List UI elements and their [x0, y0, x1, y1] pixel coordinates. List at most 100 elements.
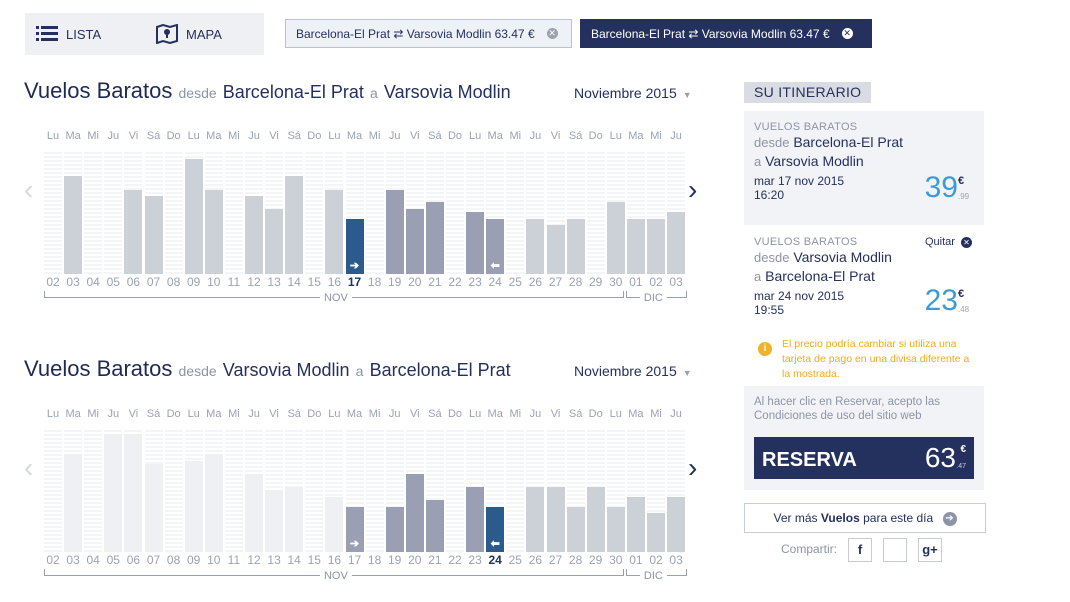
price-bar[interactable]: [586, 487, 605, 552]
facebook-share-button[interactable]: f: [848, 538, 872, 562]
price-bar[interactable]: [626, 497, 645, 552]
day-name: Mi: [87, 130, 99, 142]
price-bar[interactable]: [385, 507, 404, 552]
day-name: Ju: [107, 130, 120, 142]
price-bar[interactable]: [184, 159, 203, 274]
close-icon[interactable]: ✕: [546, 28, 558, 39]
month-select[interactable]: Noviembre 2015 ▼: [574, 363, 692, 379]
price-bar[interactable]: [405, 474, 424, 552]
price-bar[interactable]: [124, 190, 143, 274]
price-bar[interactable]: [425, 202, 444, 274]
prev-arrow-icon[interactable]: ‹: [24, 452, 34, 483]
price-bar[interactable]: [144, 464, 163, 552]
price-bar[interactable]: [64, 176, 83, 274]
price-bar[interactable]: [104, 434, 123, 552]
price-bar[interactable]: [184, 461, 203, 552]
price-bar[interactable]: [466, 487, 485, 552]
price-bar[interactable]: [265, 209, 284, 274]
date-number: 28: [568, 275, 583, 289]
day-name: Sá: [428, 408, 442, 420]
empty-day-slot: [305, 430, 324, 552]
price-bar[interactable]: [144, 196, 163, 274]
price-bar[interactable]: [667, 212, 686, 274]
route-to: a Varsovia Modlin: [754, 152, 974, 171]
route-chip-active[interactable]: Barcelona-El Prat ⇄ Varsovia Modlin 63.4…: [580, 19, 872, 48]
day-name: Lu: [609, 130, 622, 142]
day-name: Mi: [650, 408, 662, 420]
date-number: 12: [247, 275, 261, 289]
reserve-button[interactable]: RESERVA 63 € .47: [754, 437, 974, 479]
price-bar[interactable]: [466, 212, 485, 274]
destination-label: Varsovia Modlin: [765, 153, 864, 169]
price-bar[interactable]: [647, 513, 665, 552]
price-bar[interactable]: [265, 490, 284, 552]
price-bar[interactable]: [245, 474, 263, 552]
map-view-tab[interactable]: MAPA: [156, 13, 222, 55]
price-integer: 23: [924, 284, 958, 317]
date-number: 19: [388, 553, 402, 567]
remove-label: Quitar: [924, 236, 955, 248]
price-bar[interactable]: [626, 219, 645, 274]
price-bar[interactable]: [566, 219, 585, 274]
list-view-tab[interactable]: LISTA: [36, 13, 101, 55]
route-chip-inactive[interactable]: Barcelona-El Prat ⇄ Varsovia Modlin 63.4…: [285, 19, 572, 48]
reserve-price: 63: [924, 442, 956, 473]
origin-label: Barcelona-El Prat: [222, 82, 364, 102]
empty-day-slot: [44, 430, 62, 552]
price-bar[interactable]: [245, 196, 263, 274]
price-bar[interactable]: [385, 190, 404, 274]
price-bar[interactable]: [325, 497, 344, 552]
price-bar[interactable]: [405, 209, 424, 274]
price-bar[interactable]: [526, 219, 545, 274]
destination-label: Barcelona-El Prat: [369, 360, 511, 380]
price-warning: i El precio podría cambiar si utiliza un…: [744, 330, 984, 386]
day-name: Lu: [46, 408, 60, 420]
price-bar[interactable]: [285, 176, 304, 274]
day-name: Sá: [568, 408, 583, 420]
date-number: 11: [227, 553, 241, 567]
remove-flight-button[interactable]: Quitar ✕: [925, 236, 972, 248]
day-name: Vi: [410, 408, 420, 420]
price-bar[interactable]: [325, 190, 344, 274]
day-name: Do: [588, 130, 603, 142]
price-bar[interactable]: [285, 487, 304, 552]
close-icon[interactable]: ✕: [841, 28, 853, 39]
price-bar[interactable]: [64, 454, 83, 552]
price-bar[interactable]: [566, 507, 585, 552]
month-select[interactable]: Noviembre 2015 ▼: [574, 85, 692, 101]
day-name: Mi: [368, 408, 381, 420]
price-bar[interactable]: [124, 434, 143, 552]
origin-label: Varsovia Modlin: [793, 249, 892, 265]
prev-arrow-icon[interactable]: ‹: [24, 174, 34, 205]
price-bar[interactable]: [606, 202, 625, 274]
price-bar[interactable]: [606, 507, 625, 552]
google-plus-share-button[interactable]: g+: [918, 538, 942, 562]
price-bar[interactable]: ➔: [345, 219, 364, 274]
next-arrow-icon[interactable]: ›: [688, 174, 698, 205]
origin-label: Varsovia Modlin: [222, 360, 350, 380]
price-bar[interactable]: [546, 487, 565, 552]
price-bar[interactable]: [204, 454, 223, 552]
date-number: 18: [367, 275, 382, 289]
date-number: 01: [629, 553, 643, 567]
next-arrow-icon[interactable]: ›: [688, 452, 698, 483]
day-name: Mi: [228, 130, 240, 142]
price-currency: €: [958, 288, 965, 300]
price-bar[interactable]: [425, 500, 444, 552]
day-name: Ma: [206, 130, 222, 142]
day-name: Ma: [487, 408, 503, 420]
price-bar[interactable]: [546, 225, 565, 274]
price-bar[interactable]: [647, 219, 665, 274]
price-bar[interactable]: [204, 190, 223, 274]
destination-label: Barcelona-El Prat: [765, 268, 875, 284]
map-icon: [156, 24, 178, 44]
calendar-title: Vuelos Baratos desde Varsovia Modlin a B…: [24, 356, 511, 382]
day-name: Mi: [509, 408, 522, 420]
twitter-share-button[interactable]: [883, 538, 907, 562]
price-bar[interactable]: ⬅: [486, 219, 505, 274]
price-bar[interactable]: [667, 497, 686, 552]
price-bar[interactable]: ➔: [345, 507, 364, 552]
more-flights-button[interactable]: Ver más Vuelos para este día ➔: [744, 503, 986, 533]
price-bar[interactable]: ⬅: [486, 507, 505, 552]
price-bar[interactable]: [526, 487, 545, 552]
